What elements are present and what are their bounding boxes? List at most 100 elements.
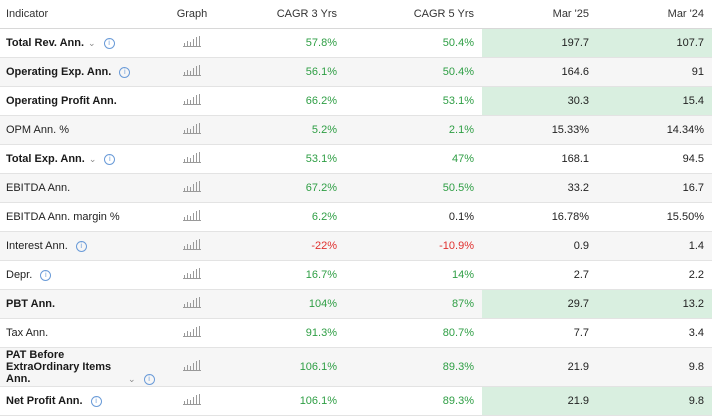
table-row: EBITDA Ann. 67.2% 50.5% 33.2 16.7: [0, 173, 712, 203]
indicator-cell: PBT Ann.: [0, 289, 162, 319]
indicator-label: OPM Ann. %: [6, 124, 69, 136]
mar-24-cell: 9.8: [597, 386, 712, 416]
info-icon[interactable]: i: [103, 37, 115, 49]
graph-cell: [162, 144, 222, 174]
info-icon[interactable]: i: [104, 153, 116, 165]
header-mar-25[interactable]: Mar '25: [482, 0, 597, 29]
indicator-label: EBITDA Ann.: [6, 182, 71, 194]
indicator-label: Total Rev. Ann.: [6, 37, 85, 49]
cagr-3-yrs-cell: 5.2%: [222, 115, 345, 145]
table-row: PAT Before ExtraOrdinary Items Ann. ⌄ i 106…: [0, 347, 712, 387]
table-row: Interest Ann. i -22% -10.9% 0.9 1.4: [0, 231, 712, 261]
graph-cell: [162, 173, 222, 203]
graph-cell: [162, 202, 222, 232]
bar-chart-icon[interactable]: [183, 239, 201, 253]
indicator-cell: Depr. i: [0, 260, 162, 290]
indicator-cell: Interest Ann. i: [0, 231, 162, 261]
cagr-5-yrs-cell: 14%: [345, 260, 482, 290]
info-icon[interactable]: i: [40, 269, 52, 281]
mar-25-cell: 15.33%: [482, 115, 597, 145]
bar-chart-icon[interactable]: [183, 268, 201, 282]
cagr-3-yrs-cell: 6.2%: [222, 202, 345, 232]
mar-25-cell: 168.1: [482, 144, 597, 174]
bar-chart-icon[interactable]: [183, 152, 201, 166]
mar-24-cell: 15.4: [597, 86, 712, 116]
mar-24-cell: 3.4: [597, 318, 712, 348]
cagr-3-yrs-cell: 53.1%: [222, 144, 345, 174]
cagr-5-yrs-cell: 87%: [345, 289, 482, 319]
indicator-label: Tax Ann.: [6, 327, 49, 339]
mar-25-cell: 164.6: [482, 57, 597, 87]
cagr-3-yrs-cell: 16.7%: [222, 260, 345, 290]
chevron-down-icon[interactable]: ⌄: [88, 153, 97, 164]
graph-cell: [162, 57, 222, 87]
graph-cell: [162, 260, 222, 290]
indicator-label: PAT Before ExtraOrdinary Items Ann.: [6, 349, 112, 385]
bar-chart-icon[interactable]: [183, 297, 201, 311]
cagr-5-yrs-cell: 80.7%: [345, 318, 482, 348]
cagr-5-yrs-cell: 47%: [345, 144, 482, 174]
chevron-down-icon[interactable]: ⌄: [88, 37, 96, 48]
table-row: EBITDA Ann. margin % 6.2% 0.1% 16.78% 15.50%: [0, 202, 712, 232]
cagr-5-yrs-cell: 50.5%: [345, 173, 482, 203]
cagr-5-yrs-cell: 53.1%: [345, 86, 482, 116]
indicator-cell: Operating Profit Ann.: [0, 86, 162, 116]
indicator-label: PBT Ann.: [6, 298, 56, 310]
header-graph: Graph: [162, 0, 222, 29]
mar-24-cell: 9.8: [597, 347, 712, 387]
mar-25-cell: 0.9: [482, 231, 597, 261]
cagr-3-yrs-cell: -22%: [222, 231, 345, 261]
mar-24-cell: 15.50%: [597, 202, 712, 232]
table-row: Tax Ann. 91.3% 80.7% 7.7 3.4: [0, 318, 712, 348]
table-row: Operating Profit Ann. 66.2% 53.1% 30.3 15.4: [0, 86, 712, 116]
bar-chart-icon[interactable]: [183, 94, 201, 108]
mar-24-cell: 107.7: [597, 28, 712, 58]
mar-25-cell: 2.7: [482, 260, 597, 290]
info-icon[interactable]: i: [119, 66, 131, 78]
bar-chart-icon[interactable]: [183, 360, 201, 374]
cagr-5-yrs-cell: -10.9%: [345, 231, 482, 261]
mar-24-cell: 2.2: [597, 260, 712, 290]
bar-chart-icon[interactable]: [183, 394, 201, 408]
bar-chart-icon[interactable]: [183, 181, 201, 195]
bar-chart-icon[interactable]: [183, 326, 201, 340]
cagr-5-yrs-cell: 50.4%: [345, 28, 482, 58]
indicator-label: Net Profit Ann.: [6, 395, 83, 407]
table-header-row: Indicator Graph CAGR 3 Yrs CAGR 5 Yrs Ma…: [0, 0, 712, 29]
graph-cell: [162, 86, 222, 116]
info-icon[interactable]: i: [75, 240, 87, 252]
info-icon[interactable]: i: [90, 395, 102, 407]
indicator-label: Depr.: [6, 269, 33, 281]
graph-cell: [162, 347, 222, 387]
mar-25-cell: 21.9: [482, 347, 597, 387]
header-cagr-5-yrs[interactable]: CAGR 5 Yrs: [345, 0, 482, 29]
mar-25-cell: 7.7: [482, 318, 597, 348]
mar-25-cell: 197.7: [482, 28, 597, 58]
indicator-label: Interest Ann.: [6, 240, 68, 252]
mar-25-cell: 30.3: [482, 86, 597, 116]
chevron-down-icon[interactable]: ⌄: [128, 374, 136, 384]
graph-cell: [162, 28, 222, 58]
indicator-cell: Tax Ann.: [0, 318, 162, 348]
graph-cell: [162, 386, 222, 416]
indicator-label: Total Exp. Ann.: [6, 153, 85, 165]
bar-chart-icon[interactable]: [183, 36, 201, 50]
table-row: Total Rev. Ann. ⌄ i 57.8% 50.4% 197.7 107.7: [0, 28, 712, 58]
cagr-5-yrs-cell: 89.3%: [345, 386, 482, 416]
bar-chart-icon[interactable]: [183, 210, 201, 224]
info-icon[interactable]: i: [143, 374, 155, 385]
bar-chart-icon[interactable]: [183, 123, 201, 137]
header-cagr-3-yrs[interactable]: CAGR 3 Yrs: [222, 0, 345, 29]
header-mar-24[interactable]: Mar '24: [597, 0, 712, 29]
bar-chart-icon[interactable]: [183, 65, 201, 79]
cagr-3-yrs-cell: 67.2%: [222, 173, 345, 203]
table-row: Operating Exp. Ann. i 56.1% 50.4% 164.6 91: [0, 57, 712, 87]
table-body: Total Rev. Ann. ⌄ i 57.8% 50.4% 197.7 107.7 Ope…: [0, 28, 712, 416]
mar-25-cell: 33.2: [482, 173, 597, 203]
mar-24-cell: 14.34%: [597, 115, 712, 145]
indicator-cell: Net Profit Ann. i: [0, 386, 162, 416]
indicator-cell: PAT Before ExtraOrdinary Items Ann. ⌄ i: [0, 347, 162, 387]
graph-cell: [162, 289, 222, 319]
mar-24-cell: 13.2: [597, 289, 712, 319]
